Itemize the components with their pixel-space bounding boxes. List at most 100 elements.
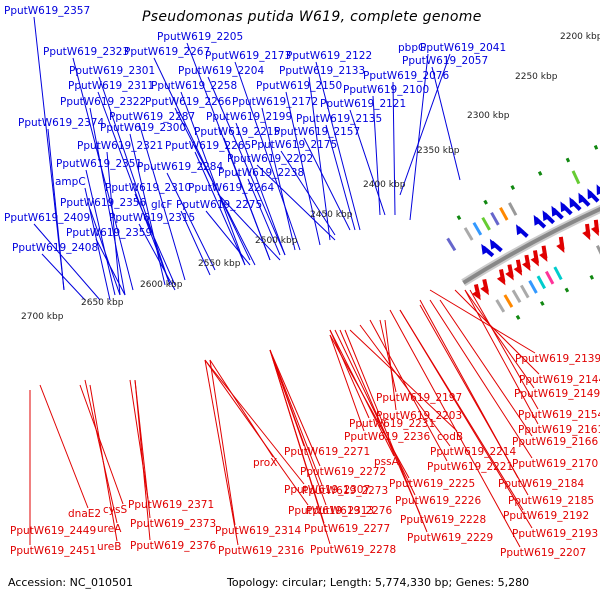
forward-gene-label[interactable]: glcF (151, 199, 173, 211)
forward-gene-label[interactable]: PputW619_2265 (165, 140, 252, 152)
reverse-gene-label[interactable]: PputW619_2185 (508, 495, 595, 507)
reverse-gene-label[interactable]: proX (253, 457, 278, 469)
reverse-gene-label[interactable]: PputW619_2276 (306, 505, 393, 517)
forward-gene-label[interactable]: PputW619_2121 (320, 98, 407, 110)
forward-feature-bar (508, 202, 518, 216)
forward-gene-label[interactable]: PputW619_2204 (178, 65, 265, 77)
forward-gene-label[interactable]: PputW619_2238 (218, 167, 305, 179)
reverse-gene-label[interactable]: PputW619_2449 (10, 525, 97, 537)
reverse-gene-label[interactable]: ureA (97, 523, 122, 535)
forward-gene-label[interactable]: PputW619_2175 (251, 139, 338, 151)
reverse-gene-label[interactable]: PputW619_2192 (503, 510, 590, 522)
reverse-gene-label[interactable]: codB (437, 431, 464, 443)
reverse-gene-arrow (558, 236, 565, 250)
reverse-gene-label[interactable]: cysS (103, 504, 128, 516)
forward-gene-label[interactable]: PputW619_2359 (66, 227, 153, 239)
reverse-gene-label[interactable]: PputW619_2226 (395, 495, 482, 507)
reverse-feature-bar (503, 294, 514, 308)
forward-gene-label[interactable]: PputW619_2199 (206, 111, 293, 123)
forward-gene-label[interactable]: PputW619_2356 (60, 197, 147, 209)
reverse-gene-label[interactable]: PputW619_2451 (10, 545, 97, 557)
forward-gene-label[interactable]: PputW619_2133 (279, 65, 366, 77)
reverse-gene-label[interactable]: PputW619_2231 (349, 418, 436, 430)
forward-gene-label[interactable]: PputW619_2135 (296, 113, 383, 125)
forward-gene-label[interactable]: PputW619_2351 (56, 158, 143, 170)
forward-gene-label[interactable]: PputW619_2300 (100, 122, 187, 134)
inner-marker (540, 300, 545, 306)
reverse-gene-label[interactable]: PputW619_2228 (400, 514, 487, 526)
reverse-gene-label[interactable]: PputW619_2313 (288, 505, 375, 517)
forward-gene-label[interactable]: PputW619_2122 (286, 50, 373, 62)
reverse-gene-label[interactable]: PputW619_2236 (344, 431, 431, 443)
reverse-gene-label[interactable]: PputW619_2271 (284, 446, 371, 458)
forward-gene-label[interactable]: PputW619_2172 (232, 96, 319, 108)
reverse-gene-label[interactable]: PputW619_2139 (515, 353, 600, 365)
forward-gene-label[interactable]: PputW619_2173 (205, 50, 292, 62)
reverse-feature-bar (495, 299, 506, 313)
reverse-gene-label[interactable]: PputW619_2272 (300, 466, 387, 478)
reverse-gene-label[interactable]: PputW619_2214 (430, 446, 517, 458)
forward-gene-label[interactable]: PputW619_2321 (77, 140, 164, 152)
forward-gene-label[interactable]: PputW619_2374 (18, 117, 105, 129)
forward-gene-label[interactable]: PputW619_2323 (43, 46, 130, 58)
reverse-gene-label[interactable]: PputW619_2278 (310, 544, 397, 556)
reverse-gene-label[interactable]: PputW619_2166 (512, 436, 599, 448)
forward-gene-label[interactable]: PputW619_2266 (145, 96, 232, 108)
outer-marker (456, 215, 462, 221)
reverse-gene-label[interactable]: ureB (97, 541, 122, 553)
reverse-gene-label[interactable]: PputW619_2203 (376, 410, 463, 422)
forward-gene-label[interactable]: PputW619_2100 (343, 84, 430, 96)
forward-leader-line (72, 57, 134, 291)
forward-gene-label[interactable]: PputW619_2258 (151, 80, 238, 92)
reverse-gene-label[interactable]: PputW619_2225 (389, 478, 476, 490)
reverse-gene-label[interactable]: PputW619_2221 (427, 461, 514, 473)
reverse-gene-label[interactable]: PputW619_2307 (284, 484, 371, 496)
reverse-gene-label[interactable]: PputW619_2144 (519, 374, 600, 386)
reverse-gene-label[interactable]: PputW619_2197 (376, 392, 463, 404)
forward-leader-line (431, 66, 461, 181)
reverse-gene-label[interactable]: PputW619_2207 (500, 547, 587, 559)
forward-gene-label[interactable]: PputW619_2301 (69, 65, 156, 77)
forward-gene-label[interactable]: PputW619_2315 (109, 212, 196, 224)
forward-leader-line (106, 151, 121, 296)
forward-gene-label[interactable]: PputW619_2041 (420, 42, 507, 54)
forward-gene-label[interactable]: PputW619_2408 (12, 242, 99, 254)
reverse-gene-label[interactable]: PputW619_2154 (518, 409, 600, 421)
reverse-gene-label[interactable]: pssA (374, 456, 399, 468)
forward-gene-label[interactable]: PputW619_2264 (188, 182, 275, 194)
forward-gene-label[interactable]: PputW619_2267 (124, 46, 211, 58)
forward-gene-label[interactable]: PputW619_2357 (4, 5, 91, 17)
forward-gene-label[interactable]: PputW619_2215 (194, 126, 281, 138)
reverse-gene-label[interactable]: PputW619_2193 (512, 528, 599, 540)
reverse-gene-label[interactable]: PputW619_2316 (218, 545, 305, 557)
forward-gene-label[interactable]: pbpG (398, 42, 427, 54)
forward-leader-line (180, 91, 246, 266)
reverse-gene-label[interactable]: dnaE2 (68, 508, 102, 520)
forward-gene-label[interactable]: PputW619_2057 (402, 55, 489, 67)
reverse-gene-label[interactable]: PputW619_2161 (518, 424, 600, 436)
reverse-gene-label[interactable]: PputW619_2373 (130, 518, 217, 530)
forward-gene-label[interactable]: PputW619_2076 (363, 70, 450, 82)
forward-gene-label[interactable]: PputW619_2205 (157, 31, 244, 43)
reverse-gene-label[interactable]: PputW619_2184 (498, 478, 585, 490)
forward-gene-label[interactable]: PputW619_2287 (109, 111, 196, 123)
reverse-gene-label[interactable]: PputW619_2273 (302, 485, 389, 497)
reverse-gene-label[interactable]: PputW619_2376 (130, 540, 217, 552)
reverse-gene-label[interactable]: PputW619_2314 (215, 525, 302, 537)
reverse-gene-label[interactable]: PputW619_2149 (514, 388, 600, 400)
forward-gene-label[interactable]: PputW619_2310 (105, 182, 192, 194)
forward-gene-label[interactable]: PputW619_2322 (60, 96, 147, 108)
reverse-gene-label[interactable]: PputW619_2277 (304, 523, 391, 535)
reverse-gene-label[interactable]: PputW619_2371 (128, 499, 215, 511)
forward-gene-label[interactable]: PputW619_2150 (256, 80, 343, 92)
forward-gene-label[interactable]: PputW619_2202 (227, 153, 314, 165)
forward-gene-label[interactable]: PputW619_2157 (274, 126, 361, 138)
reverse-gene-arrow (507, 264, 514, 278)
forward-gene-label[interactable]: PputW619_2284 (137, 161, 224, 173)
forward-gene-label[interactable]: PputW619_2409 (4, 212, 91, 224)
forward-gene-label[interactable]: ampC (55, 176, 86, 188)
reverse-gene-label[interactable]: PputW619_2170 (512, 458, 599, 470)
reverse-gene-label[interactable]: PputW619_2229 (407, 532, 494, 544)
forward-gene-label[interactable]: PputW619_2311 (68, 80, 155, 92)
forward-gene-label[interactable]: PputW619_2275 (176, 199, 263, 211)
